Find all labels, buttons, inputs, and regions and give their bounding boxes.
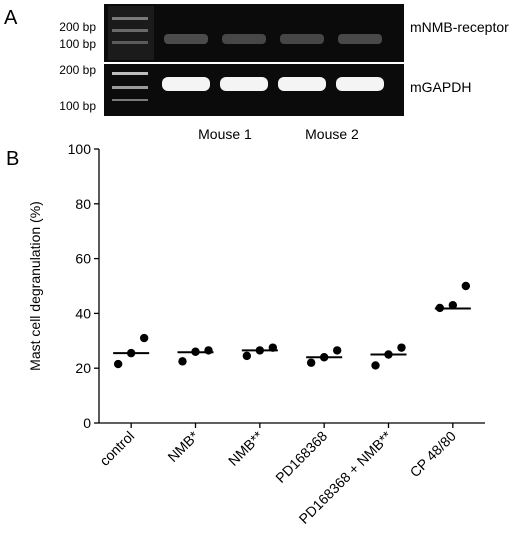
- gel-1-ladder-band: [112, 41, 148, 44]
- gel-1-ladder-100: 100 bp: [59, 37, 96, 51]
- data-point: [268, 343, 278, 352]
- gel-1-ladder-band: [112, 17, 148, 20]
- gel-2-target-label: mGAPDH: [410, 79, 471, 95]
- data-point: [384, 350, 393, 359]
- gel-2-band: [336, 77, 384, 91]
- gel-2: [104, 64, 404, 116]
- x-tick-label: CP 48/80: [407, 428, 460, 481]
- x-tick-label: PD168368: [272, 428, 330, 486]
- x-tick-label: NMB*: [164, 427, 202, 465]
- gel-2-band: [278, 77, 326, 91]
- gel-2-ladder-100: 100 bp: [59, 99, 96, 113]
- y-tick-label: 100: [68, 141, 92, 157]
- data-point: [397, 343, 406, 352]
- data-point: [448, 300, 458, 310]
- y-tick-label: 80: [75, 196, 91, 212]
- data-point: [255, 346, 265, 355]
- data-point: [191, 347, 200, 356]
- mouse-1-label: Mouse 1: [198, 126, 252, 142]
- gel-2-ladder-200: 200 bp: [59, 63, 96, 77]
- mouse-2-label: Mouse 2: [305, 126, 359, 142]
- panel-a-label: A: [4, 7, 18, 29]
- gel-1-band: [280, 34, 324, 44]
- x-tick-label: NMB**: [225, 427, 266, 468]
- gel-1-band: [338, 34, 382, 44]
- gel-2-band: [220, 77, 268, 91]
- gel-1-ladder-200: 200 bp: [59, 20, 96, 34]
- data-point: [139, 333, 149, 343]
- data-point: [113, 359, 123, 369]
- gel-2-band: [162, 77, 210, 91]
- y-tick-label: 40: [75, 305, 91, 321]
- gel-2-ladder-band: [112, 99, 148, 101]
- gel-1-ladder-band: [112, 29, 148, 32]
- panel-b-label: B: [6, 148, 19, 170]
- data-point: [306, 358, 316, 367]
- y-tick-label: 0: [83, 415, 91, 431]
- y-axis-title: Mast cell degranulation (%): [27, 201, 43, 371]
- y-tick-label: 20: [75, 360, 91, 376]
- data-point: [332, 346, 342, 355]
- gel-1-band: [222, 34, 266, 44]
- data-point: [435, 303, 445, 313]
- gel-1-band: [164, 34, 208, 44]
- data-point: [242, 351, 252, 361]
- gel-2-ladder-band: [112, 86, 148, 89]
- data-point: [461, 281, 471, 291]
- gel-1-target-label: mNMB-receptor: [410, 19, 509, 35]
- data-point: [319, 353, 329, 362]
- data-point: [204, 346, 213, 355]
- x-tick-label: control: [96, 428, 137, 469]
- gel-1: [104, 4, 404, 62]
- gel-2-ladder-band: [112, 72, 148, 75]
- data-point: [178, 357, 187, 366]
- data-point: [371, 361, 380, 370]
- gel-1-ladder-lane: [108, 6, 154, 60]
- y-tick-label: 60: [75, 251, 91, 267]
- data-point: [126, 348, 136, 358]
